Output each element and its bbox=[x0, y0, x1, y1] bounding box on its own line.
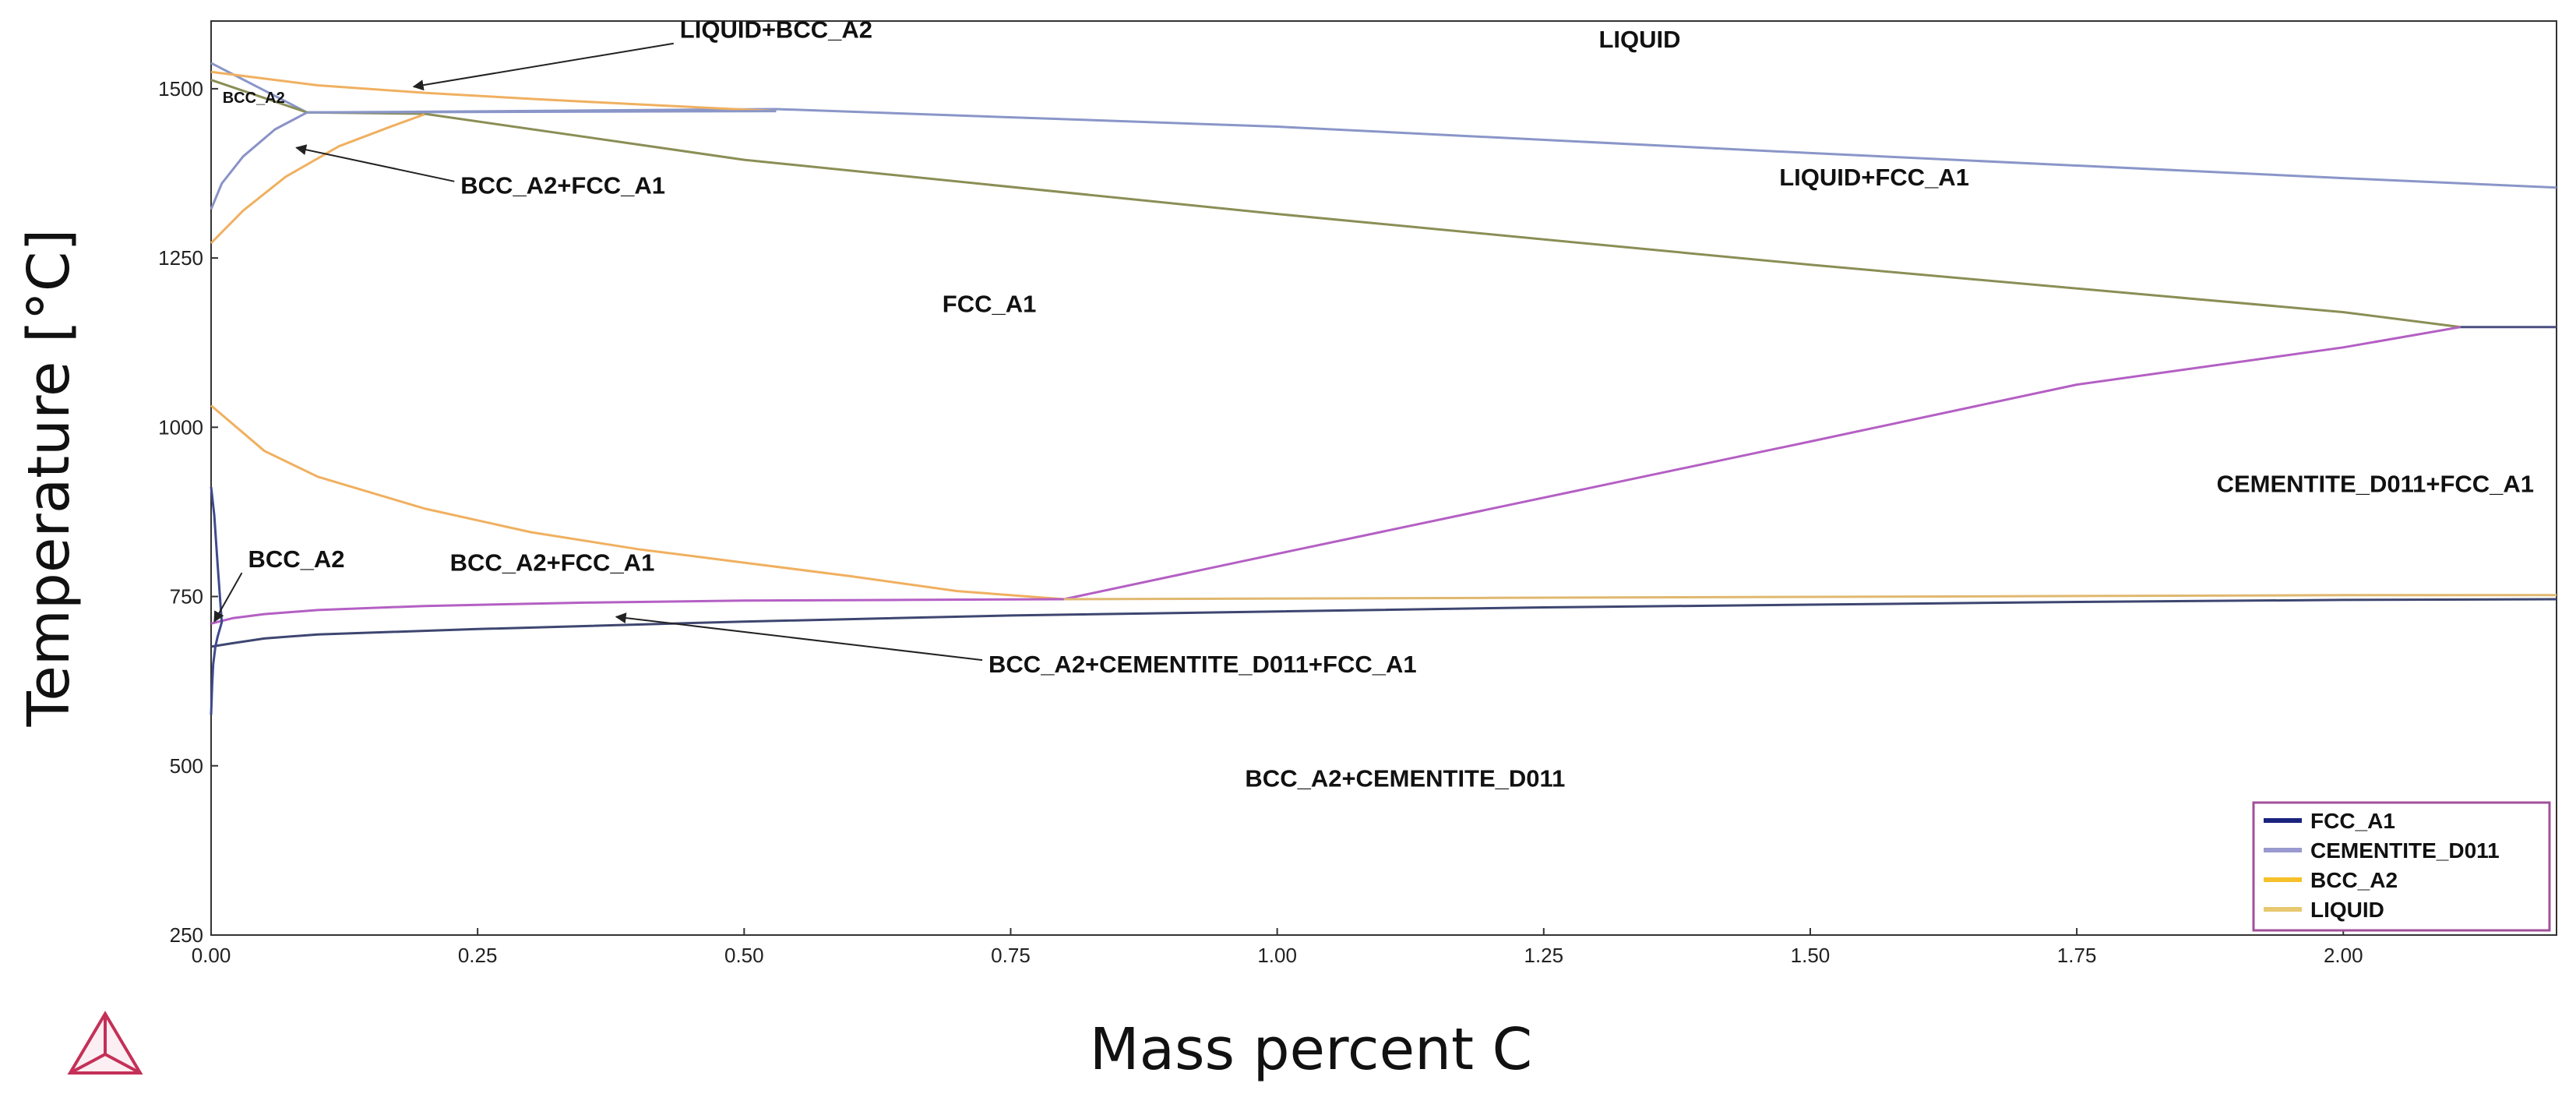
x-tick-label: 1.75 bbox=[2057, 944, 2097, 967]
x-tick-label: 1.25 bbox=[1524, 944, 1563, 967]
plot-frame bbox=[210, 20, 2557, 936]
region-label-bcc-a2-fcc-a1: BCC_A2+FCC_A1 bbox=[450, 549, 655, 577]
series-line-solidus bbox=[210, 79, 2461, 329]
legend-label-cementite-d011: CEMENTITE_D011 bbox=[2310, 838, 2500, 863]
y-tick-label: 1250 bbox=[158, 246, 203, 270]
x-tick-label: 0.00 bbox=[192, 944, 231, 967]
region-label-fcc-a1: FCC_A1 bbox=[943, 291, 1037, 318]
x-tick-label: 1.50 bbox=[1791, 944, 1831, 967]
legend-label-fcc-a1: FCC_A1 bbox=[2310, 809, 2395, 833]
y-axis-title: Temperature [°C] bbox=[16, 229, 83, 728]
region-label-bcc-a2: BCC_A2 bbox=[223, 90, 285, 107]
x-tick-label: 1.00 bbox=[1257, 944, 1297, 967]
region-label-liquid-fcc-a1: LIQUID+FCC_A1 bbox=[1779, 164, 1969, 191]
annotation-arrow bbox=[295, 144, 455, 182]
x-tick-label: 0.75 bbox=[991, 944, 1031, 967]
thermo-calc-logo bbox=[67, 1011, 143, 1075]
series-line-acm bbox=[1063, 326, 2461, 601]
series-line-lower-eutectoid bbox=[210, 598, 2557, 648]
x-tick-label: 2.00 bbox=[2324, 944, 2363, 967]
y-tick-labels: 250 500 750 1000 1250 1500 bbox=[158, 77, 203, 947]
annotation-arrows bbox=[213, 42, 983, 662]
annotation-arrow bbox=[412, 42, 674, 91]
x-axis-title: Mass percent C bbox=[1090, 1016, 1532, 1083]
series-line-peritectic-line bbox=[307, 110, 777, 114]
legend: FCC_A1 CEMENTITE_D011 BCC_A2 LIQUID bbox=[2252, 801, 2551, 932]
region-label-bcc-a2-cementite-d011: BCC_A2+CEMENTITE_D011 bbox=[1245, 765, 1565, 792]
region-label-bcc-a2-fcc-a1: BCC_A2+FCC_A1 bbox=[460, 172, 665, 199]
region-label-liquid: LIQUID bbox=[1598, 26, 1680, 53]
legend-label-bcc-a2: BCC_A2 bbox=[2310, 868, 2398, 892]
y-tick-label: 750 bbox=[170, 585, 203, 609]
x-tick-label: 0.25 bbox=[458, 944, 498, 967]
series-line-a3 bbox=[210, 404, 1065, 601]
y-tick-label: 1500 bbox=[158, 77, 203, 101]
annotation-arrow bbox=[615, 612, 983, 662]
x-tick-labels: 0.00 0.25 0.50 0.75 1.00 1.25 1.50 1.75 2.00 bbox=[192, 944, 2363, 967]
legend-label-liquid: LIQUID bbox=[2310, 898, 2384, 922]
series-line-alpha-solvus bbox=[210, 486, 224, 715]
series-line-delta-solvus bbox=[210, 111, 308, 210]
region-label-liquid-bcc-a2: LIQUID+BCC_A2 bbox=[680, 16, 872, 44]
series-line-upper-eutectoid bbox=[210, 598, 1064, 625]
region-label-bcc-a2: BCC_A2 bbox=[248, 545, 344, 573]
y-tick-label: 250 bbox=[170, 923, 203, 947]
annotation-arrow bbox=[213, 572, 243, 623]
legend-box bbox=[2252, 801, 2551, 932]
tick-marks bbox=[210, 87, 2345, 936]
series-lines bbox=[210, 62, 2557, 715]
region-labels: LIQUID LIQUID+BCC_A2 BCC_A2 BCC_A2+FCC_A1 LI… bbox=[223, 16, 2534, 792]
y-tick-label: 500 bbox=[170, 754, 203, 778]
y-tick-label: 1000 bbox=[158, 415, 203, 439]
x-tick-label: 0.50 bbox=[724, 944, 764, 967]
series-line-delta-austenite-boundary bbox=[210, 113, 425, 245]
region-label-bcc-a2-cementite-d011-fcc-a1: BCC_A2+CEMENTITE_D011+FCC_A1 bbox=[988, 651, 1417, 678]
series-line-a1-extension bbox=[1063, 594, 2557, 601]
series-line-liquidus bbox=[210, 62, 2557, 189]
region-label-cementite-d011-fcc-a1: CEMENTITE_D011+FCC_A1 bbox=[2217, 471, 2534, 498]
series-line-delta-liquid-boundary bbox=[210, 70, 777, 113]
